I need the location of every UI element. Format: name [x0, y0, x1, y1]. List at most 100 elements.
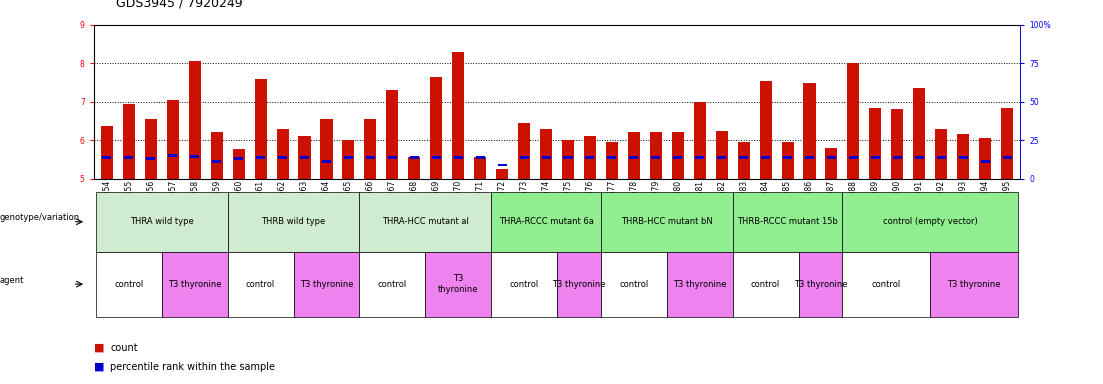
- Text: THRA-RCCC mutant 6a: THRA-RCCC mutant 6a: [499, 217, 593, 226]
- Bar: [211, 132, 223, 179]
- Bar: [981, 160, 989, 163]
- Bar: [344, 156, 353, 159]
- Bar: [540, 129, 553, 179]
- Bar: [805, 156, 814, 159]
- Text: control: control: [619, 280, 649, 289]
- Text: T3 thyronine: T3 thyronine: [673, 280, 727, 289]
- Text: ■: ■: [94, 343, 105, 353]
- Text: count: count: [110, 343, 138, 353]
- Bar: [408, 157, 420, 179]
- Bar: [586, 156, 595, 159]
- Text: ■: ■: [94, 362, 105, 372]
- Bar: [673, 156, 683, 159]
- Bar: [959, 156, 967, 159]
- Text: percentile rank within the sample: percentile rank within the sample: [110, 362, 276, 372]
- Bar: [871, 156, 880, 159]
- Bar: [277, 129, 289, 179]
- Bar: [782, 142, 793, 179]
- Text: T3 thyronine: T3 thyronine: [794, 280, 847, 289]
- Text: control: control: [377, 280, 407, 289]
- Bar: [608, 156, 617, 159]
- Bar: [190, 155, 200, 158]
- Text: THRB-HCC mutant bN: THRB-HCC mutant bN: [621, 217, 713, 226]
- Bar: [300, 156, 309, 159]
- Bar: [738, 142, 750, 179]
- Bar: [169, 154, 178, 157]
- Bar: [672, 132, 684, 179]
- Text: THRA-HCC mutant al: THRA-HCC mutant al: [382, 217, 469, 226]
- Bar: [100, 126, 113, 179]
- Text: control: control: [751, 280, 780, 289]
- Bar: [234, 157, 243, 160]
- Bar: [322, 160, 331, 163]
- Bar: [431, 156, 441, 159]
- Bar: [342, 140, 354, 179]
- Bar: [518, 123, 531, 179]
- Text: GDS3945 / 7920249: GDS3945 / 7920249: [116, 0, 243, 10]
- Text: THRB wild type: THRB wild type: [261, 217, 325, 226]
- Bar: [453, 156, 463, 159]
- Text: agent: agent: [0, 276, 24, 285]
- Bar: [825, 148, 837, 179]
- Bar: [542, 156, 550, 159]
- Text: T3
thyronine: T3 thyronine: [438, 275, 479, 294]
- Text: control: control: [115, 280, 143, 289]
- Bar: [299, 136, 311, 179]
- Bar: [212, 160, 222, 163]
- Bar: [278, 156, 287, 159]
- Bar: [410, 156, 419, 159]
- Bar: [739, 156, 748, 159]
- Bar: [255, 79, 267, 179]
- Bar: [321, 119, 332, 179]
- Bar: [849, 156, 858, 159]
- Text: genotype/variation: genotype/variation: [0, 214, 81, 222]
- Text: T3 thyronine: T3 thyronine: [947, 280, 1000, 289]
- Bar: [256, 156, 265, 159]
- Bar: [583, 136, 596, 179]
- Bar: [651, 156, 661, 159]
- Bar: [914, 156, 924, 159]
- Bar: [564, 156, 572, 159]
- Bar: [694, 102, 706, 179]
- Bar: [167, 100, 179, 179]
- Bar: [364, 119, 376, 179]
- Bar: [189, 61, 201, 179]
- Bar: [388, 156, 397, 159]
- Bar: [103, 156, 111, 159]
- Bar: [760, 81, 772, 179]
- Text: control (empty vector): control (empty vector): [882, 217, 977, 226]
- Bar: [891, 109, 903, 179]
- Text: control: control: [871, 280, 901, 289]
- Bar: [561, 140, 574, 179]
- Bar: [935, 129, 947, 179]
- Bar: [628, 132, 640, 179]
- Bar: [147, 157, 156, 160]
- Bar: [803, 83, 815, 179]
- Bar: [716, 131, 728, 179]
- Bar: [827, 156, 836, 159]
- Bar: [430, 77, 442, 179]
- Bar: [125, 156, 133, 159]
- Bar: [474, 157, 486, 179]
- Bar: [366, 156, 375, 159]
- Bar: [650, 132, 662, 179]
- Text: T3 thyronine: T3 thyronine: [553, 280, 606, 289]
- Bar: [936, 156, 945, 159]
- Text: THRA wild type: THRA wild type: [130, 217, 194, 226]
- Bar: [144, 119, 157, 179]
- Bar: [606, 142, 618, 179]
- Bar: [892, 156, 902, 159]
- Bar: [630, 156, 639, 159]
- Text: THRB-RCCC mutant 15b: THRB-RCCC mutant 15b: [737, 217, 838, 226]
- Bar: [847, 63, 859, 179]
- Bar: [913, 88, 925, 179]
- Bar: [869, 108, 881, 179]
- Bar: [1003, 156, 1011, 159]
- Text: control: control: [510, 280, 538, 289]
- Bar: [386, 90, 398, 179]
- Bar: [979, 138, 992, 179]
- Bar: [496, 169, 508, 179]
- Bar: [783, 156, 792, 159]
- Bar: [717, 156, 726, 159]
- Text: T3 thyronine: T3 thyronine: [300, 280, 353, 289]
